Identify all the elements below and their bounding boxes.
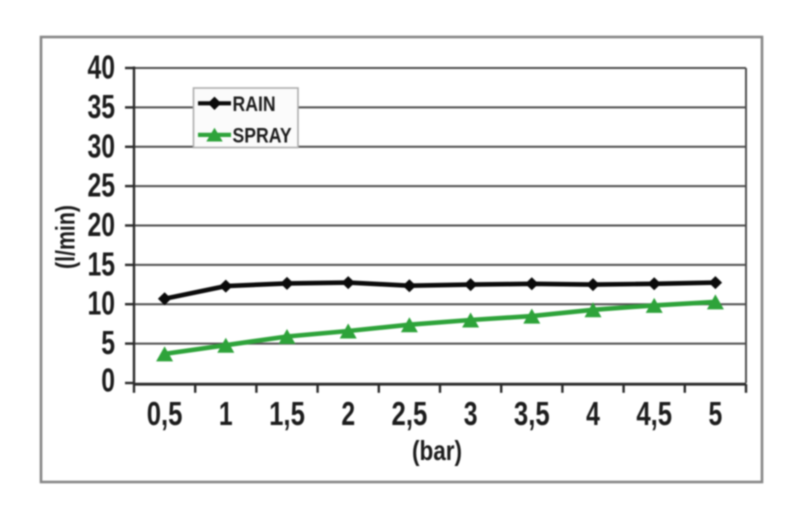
svg-text:5: 5 (101, 326, 115, 362)
svg-text:20: 20 (87, 208, 115, 244)
svg-text:10: 10 (87, 286, 115, 322)
svg-text:40: 40 (87, 50, 115, 86)
svg-text:4: 4 (586, 397, 600, 433)
svg-text:(l/min): (l/min) (51, 205, 81, 269)
svg-text:0,5: 0,5 (147, 396, 183, 433)
svg-text:2: 2 (341, 397, 355, 433)
svg-text:15: 15 (87, 247, 115, 283)
svg-text:30: 30 (87, 129, 115, 165)
svg-text:2,5: 2,5 (392, 396, 428, 433)
svg-text:RAIN: RAIN (233, 92, 276, 116)
svg-text:1,5: 1,5 (269, 396, 305, 433)
svg-text:5: 5 (709, 397, 723, 433)
svg-text:35: 35 (87, 90, 115, 126)
svg-text:4,5: 4,5 (636, 396, 672, 433)
svg-text:(bar): (bar) (412, 436, 462, 467)
svg-text:3,5: 3,5 (514, 396, 550, 433)
svg-text:SPRAY: SPRAY (233, 124, 292, 148)
svg-text:3: 3 (464, 397, 478, 433)
svg-text:25: 25 (87, 168, 115, 204)
svg-text:0: 0 (101, 363, 115, 399)
svg-text:1: 1 (219, 397, 233, 433)
